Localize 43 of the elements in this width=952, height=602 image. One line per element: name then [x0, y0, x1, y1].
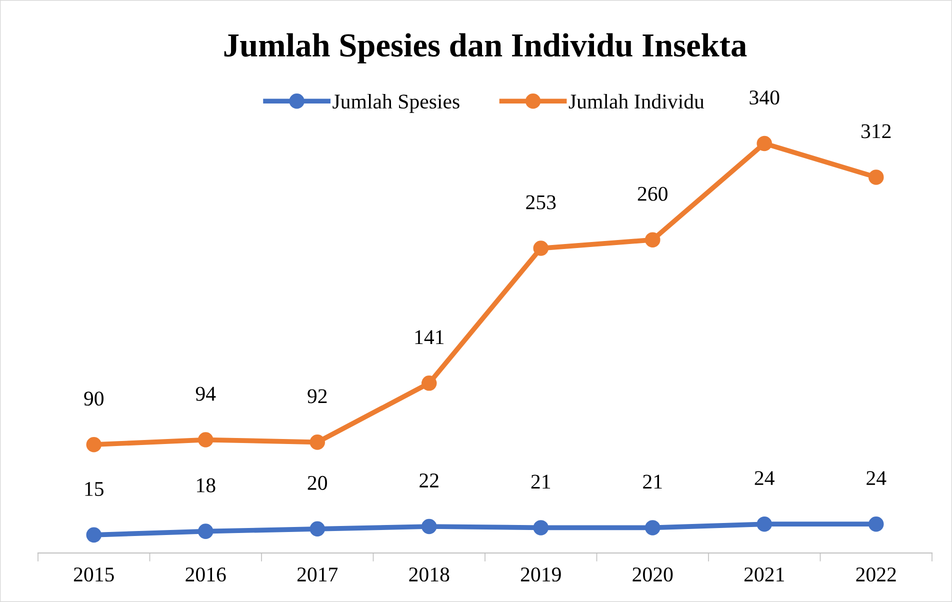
- data-label: 21: [643, 474, 662, 489]
- data-label: 312: [861, 124, 891, 138]
- data-label: 92: [308, 389, 327, 404]
- x-tick-label: 2017: [297, 567, 338, 582]
- data-label: 21: [531, 474, 550, 489]
- point: [310, 434, 326, 450]
- point: [198, 524, 214, 539]
- point: [644, 520, 660, 536]
- data-label: 340: [750, 90, 780, 105]
- point: [868, 170, 884, 185]
- point: [756, 136, 772, 152]
- legend-label: Jumlah Individu: [568, 94, 704, 109]
- legend-label: Jumlah Spesies: [332, 94, 460, 113]
- x-tick-label: 2015: [74, 567, 114, 582]
- point: [644, 232, 660, 248]
- point: [756, 516, 772, 532]
- x-tick-label: 2019: [520, 567, 561, 582]
- data-label: 15: [85, 482, 104, 496]
- data-label: 253: [526, 195, 556, 210]
- point: [198, 432, 214, 448]
- data-label: 260: [638, 186, 668, 201]
- x-tick-label: 2022: [856, 567, 896, 582]
- point: [86, 436, 102, 452]
- data-label: 20: [308, 476, 327, 490]
- point: [421, 518, 437, 534]
- point: [86, 527, 102, 543]
- point: [533, 240, 549, 256]
- data-label: 24: [754, 471, 774, 485]
- chart-title: Jumlah Spesies dan Individu Insekta: [224, 33, 747, 64]
- x-tick-label: 2021: [744, 567, 784, 582]
- x-tick-label: 2018: [409, 567, 450, 582]
- point: [310, 521, 326, 537]
- data-label: 22: [420, 474, 438, 488]
- data-label: 90: [84, 392, 104, 406]
- x-tick-label: 2020: [632, 567, 673, 582]
- data-label: 24: [866, 471, 886, 485]
- x-tick-label: 2016: [186, 567, 226, 582]
- data-label: 18: [197, 478, 216, 492]
- data-label: 141: [415, 330, 444, 344]
- point: [421, 376, 437, 391]
- data-label: 94: [196, 386, 216, 401]
- point: [533, 520, 549, 536]
- point: [868, 516, 884, 532]
